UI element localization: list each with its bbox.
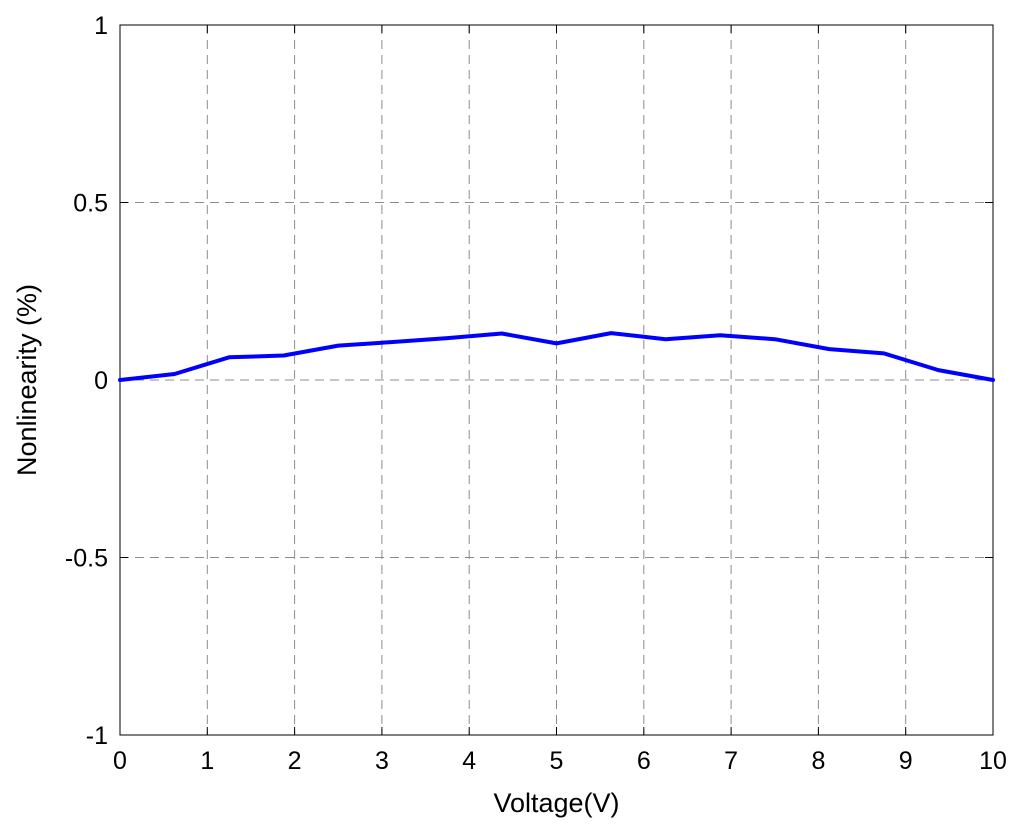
x-tick-label: 10 <box>979 747 1007 775</box>
data-series <box>118 331 995 382</box>
y-tick-label: 1 <box>94 12 108 40</box>
x-tick-label: 2 <box>288 747 302 775</box>
series-line <box>118 331 995 382</box>
x-tick-label: 6 <box>637 747 651 775</box>
x-tick-label: 7 <box>724 747 738 775</box>
axis-ticks <box>119 24 994 736</box>
x-tick-labels: 0 1 2 3 4 5 6 7 8 9 10 <box>113 747 1007 775</box>
x-tick-label: 0 <box>113 747 127 775</box>
x-tick-label: 8 <box>811 747 825 775</box>
x-axis-title: Voltage(V) <box>493 788 619 818</box>
y-tick-labels: -1 -0.5 0 0.5 1 <box>65 12 108 750</box>
grid-lines <box>120 25 993 735</box>
y-tick-label: -0.5 <box>65 545 108 573</box>
y-tick-label: 0.5 <box>73 190 108 218</box>
x-tick-label: 5 <box>550 747 564 775</box>
x-tick-label: 9 <box>899 747 913 775</box>
y-axis-title: Nonlinearity (%) <box>12 284 42 476</box>
y-tick-label: -1 <box>86 722 108 750</box>
x-tick-label: 3 <box>375 747 389 775</box>
x-tick-label: 1 <box>200 747 214 775</box>
y-tick-label: 0 <box>94 367 108 395</box>
x-tick-label: 4 <box>462 747 476 775</box>
